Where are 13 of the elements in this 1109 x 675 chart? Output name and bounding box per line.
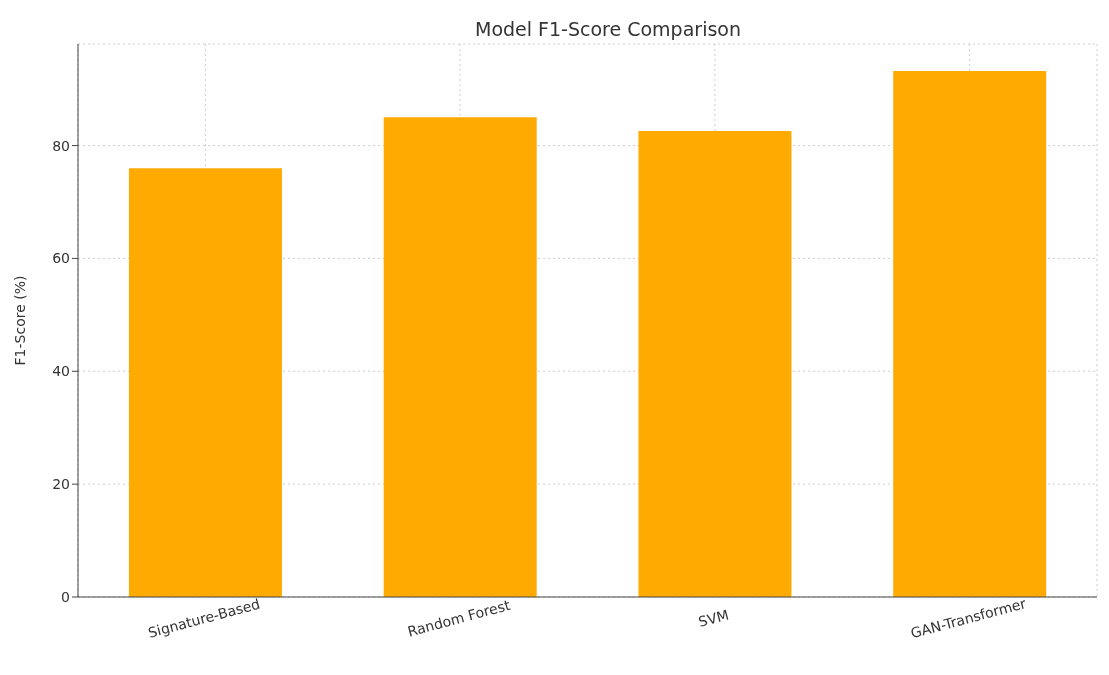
y-tick-label: 0 (61, 588, 70, 605)
bar (383, 117, 537, 597)
bar (638, 130, 792, 597)
chart-title: Model F1-Score Comparison (475, 18, 741, 40)
x-tick-label: SVM (696, 606, 731, 630)
y-axis-title: F1-Score (%) (11, 275, 28, 366)
bar (893, 71, 1047, 597)
y-tick-label: 40 (52, 363, 70, 380)
y-tick-label: 80 (52, 137, 70, 154)
x-tick-label: Random Forest (405, 596, 513, 640)
y-tick-label: 60 (52, 250, 70, 267)
bar (128, 168, 282, 597)
y-tick-label: 20 (52, 476, 70, 493)
